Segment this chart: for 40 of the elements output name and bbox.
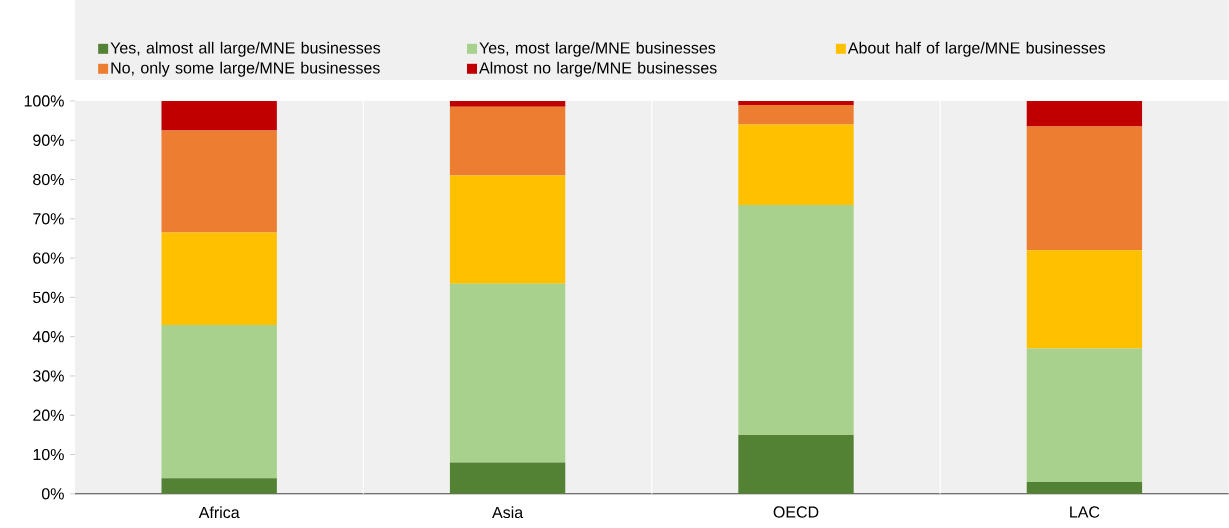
bar xyxy=(738,124,854,206)
legend-label: Almost no large/MNE businesses xyxy=(479,61,717,77)
bar xyxy=(449,101,566,107)
y-tick-label: 90% xyxy=(33,134,64,146)
y-tick-label: 70% xyxy=(33,213,64,225)
x-tick-label: OECD xyxy=(773,506,819,518)
bar xyxy=(449,462,566,494)
bar xyxy=(738,434,854,494)
legend-label: Yes, almost all large/MNE businesses xyxy=(110,41,381,57)
bar xyxy=(1026,348,1143,483)
y-tick-label: 40% xyxy=(32,331,64,343)
x-tick-label: LAC xyxy=(1070,506,1100,518)
legend-label: Yes, most large/MNE businesses xyxy=(479,41,716,57)
bar xyxy=(738,104,854,125)
y-tick-label: 80% xyxy=(33,173,64,186)
bar xyxy=(161,232,277,325)
bar xyxy=(161,478,277,494)
bar xyxy=(161,324,277,479)
x-tick-label: Africa xyxy=(198,506,240,519)
bar xyxy=(1026,250,1143,349)
y-tick-label: 20% xyxy=(33,409,64,421)
y-tick-label: 100% xyxy=(24,95,64,107)
y-tick-label: 50% xyxy=(33,291,64,304)
y-tick-label: 10% xyxy=(33,448,64,461)
bar xyxy=(161,101,277,131)
bar xyxy=(161,130,277,233)
bar xyxy=(449,106,566,176)
legend-label: No, only some large/MNE businesses xyxy=(111,61,380,77)
y-tick-label: 30% xyxy=(33,370,64,382)
legend-label: About half of large/MNE businesses xyxy=(847,41,1106,57)
y-tick-label: 0% xyxy=(41,488,64,500)
bar xyxy=(449,283,566,463)
bar xyxy=(1026,101,1143,127)
bar xyxy=(1026,482,1143,494)
x-tick-label: Asia xyxy=(492,506,524,519)
y-tick-label: 60% xyxy=(33,252,64,264)
bar xyxy=(1026,126,1143,251)
bar xyxy=(449,175,566,284)
bar xyxy=(738,101,854,105)
bar xyxy=(738,205,854,435)
